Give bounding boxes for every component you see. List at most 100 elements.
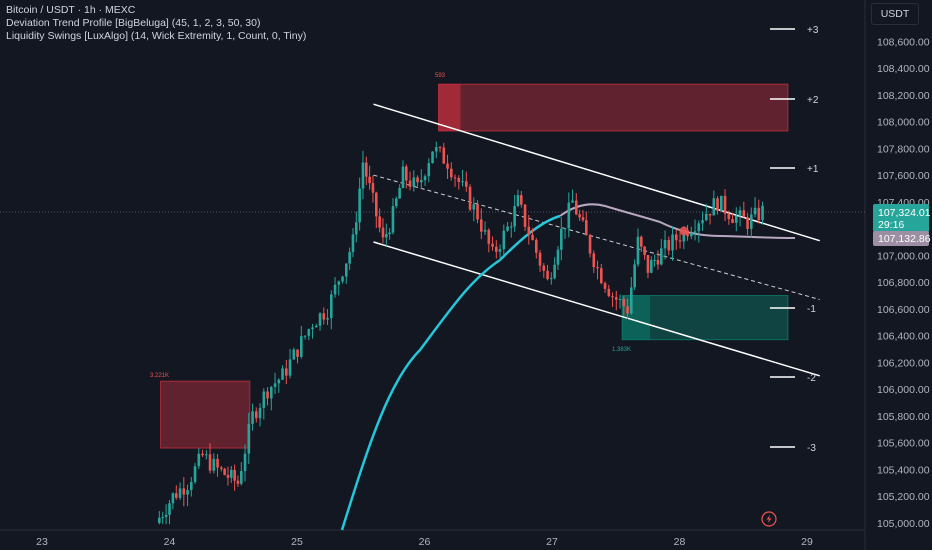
- candle-body-136[interactable]: [650, 260, 653, 273]
- candle-body-154[interactable]: [716, 198, 719, 211]
- candle-body-73[interactable]: [420, 180, 423, 183]
- candle-body-9[interactable]: [190, 481, 193, 490]
- candle-body-61[interactable]: [378, 216, 381, 228]
- candle-body-164[interactable]: [753, 207, 757, 215]
- candle-body-139[interactable]: [660, 248, 663, 265]
- candle-body-123[interactable]: [603, 283, 607, 289]
- candle-body-94[interactable]: [498, 249, 502, 252]
- candle-body-19[interactable]: [226, 474, 230, 478]
- indicator-deviation-trend[interactable]: Deviation Trend Profile [BigBeluga] (45,…: [6, 17, 261, 29]
- candle-body-103[interactable]: [531, 234, 534, 240]
- candle-body-68[interactable]: [401, 166, 405, 188]
- candle-body-2[interactable]: [164, 514, 168, 518]
- candle-body-117[interactable]: [581, 217, 585, 221]
- candle-body-143[interactable]: [675, 234, 678, 241]
- candle-body-98[interactable]: [513, 206, 516, 227]
- candle-body-124[interactable]: [607, 288, 611, 297]
- candle-body-55[interactable]: [358, 188, 361, 223]
- candle-body-165[interactable]: [757, 207, 761, 221]
- candle-body-101[interactable]: [523, 204, 527, 227]
- candle-body-41[interactable]: [307, 329, 311, 336]
- candle-body-69[interactable]: [405, 166, 408, 181]
- candle-body-162[interactable]: [746, 217, 749, 229]
- candle-body-106[interactable]: [542, 265, 546, 271]
- candle-body-153[interactable]: [712, 198, 716, 216]
- candle-body-11[interactable]: [197, 453, 201, 467]
- candle-body-116[interactable]: [578, 214, 581, 218]
- candle-body-58[interactable]: [368, 176, 371, 184]
- candle-body-75[interactable]: [427, 163, 431, 177]
- candle-body-88[interactable]: [476, 204, 479, 220]
- candle-body-70[interactable]: [408, 180, 412, 187]
- candle-body-35[interactable]: [285, 368, 288, 376]
- candle-body-51[interactable]: [345, 263, 348, 277]
- candle-body-77[interactable]: [435, 147, 438, 152]
- candle-body-34[interactable]: [281, 368, 284, 380]
- candle-body-16[interactable]: [216, 458, 219, 468]
- candle-body-3[interactable]: [168, 503, 171, 515]
- candle-body-119[interactable]: [588, 235, 592, 254]
- candle-body-129[interactable]: [626, 306, 629, 314]
- candle-body-158[interactable]: [731, 219, 734, 223]
- lightning-icon[interactable]: [761, 511, 777, 527]
- candle-body-74[interactable]: [423, 176, 427, 181]
- candle-body-118[interactable]: [585, 220, 588, 236]
- candle-body-31[interactable]: [270, 386, 273, 399]
- candle-body-80[interactable]: [446, 163, 449, 169]
- candle-body-1[interactable]: [161, 517, 164, 519]
- candle-body-109[interactable]: [553, 264, 556, 279]
- candle-body-37[interactable]: [292, 349, 296, 360]
- candle-body-54[interactable]: [355, 222, 358, 235]
- candle-body-32[interactable]: [273, 383, 277, 387]
- candle-body-93[interactable]: [495, 246, 498, 252]
- candle-body-82[interactable]: [453, 177, 457, 179]
- candle-body-90[interactable]: [483, 229, 487, 232]
- candle-body-166[interactable]: [761, 205, 764, 221]
- candle-body-63[interactable]: [385, 234, 388, 238]
- candle-body-38[interactable]: [296, 349, 299, 357]
- candle-body-96[interactable]: [506, 226, 509, 231]
- candle-body-0[interactable]: [158, 517, 161, 523]
- candle-body-48[interactable]: [333, 284, 337, 295]
- candle-body-110[interactable]: [556, 249, 560, 265]
- candle-body-145[interactable]: [682, 230, 686, 242]
- candle-body-163[interactable]: [750, 214, 753, 229]
- candle-body-21[interactable]: [233, 469, 236, 481]
- candle-body-132[interactable]: [636, 236, 640, 265]
- candle-body-22[interactable]: [236, 480, 240, 484]
- candle-body-157[interactable]: [727, 213, 731, 220]
- candle-body-12[interactable]: [201, 453, 204, 456]
- candle-body-113[interactable]: [567, 202, 571, 229]
- candle-body-36[interactable]: [288, 359, 292, 376]
- candle-body-95[interactable]: [502, 230, 506, 250]
- candle-body-78[interactable]: [438, 147, 442, 149]
- candle-body-102[interactable]: [527, 226, 531, 235]
- candle-body-126[interactable]: [615, 297, 618, 300]
- candle-body-92[interactable]: [491, 243, 494, 247]
- candle-body-64[interactable]: [388, 232, 391, 235]
- candle-body-24[interactable]: [243, 453, 247, 472]
- candle-body-144[interactable]: [678, 240, 682, 242]
- candle-body-25[interactable]: [247, 423, 251, 454]
- candle-body-83[interactable]: [457, 178, 461, 182]
- candle-body-43[interactable]: [315, 325, 318, 328]
- candle-body-148[interactable]: [693, 231, 697, 233]
- candle-body-67[interactable]: [398, 187, 401, 199]
- candle-body-59[interactable]: [371, 183, 375, 193]
- candle-body-128[interactable]: [622, 299, 626, 307]
- candle-body-125[interactable]: [611, 296, 614, 298]
- candle-body-131[interactable]: [633, 264, 636, 288]
- candle-body-84[interactable]: [461, 181, 464, 183]
- candle-body-57[interactable]: [365, 162, 368, 177]
- candle-body-23[interactable]: [240, 471, 243, 484]
- candle-body-39[interactable]: [300, 336, 303, 357]
- candle-body-8[interactable]: [186, 489, 189, 495]
- candle-body-72[interactable]: [416, 177, 419, 183]
- candle-body-115[interactable]: [575, 200, 578, 215]
- candle-body-10[interactable]: [193, 466, 197, 482]
- candle-body-14[interactable]: [208, 454, 212, 471]
- candle-body-18[interactable]: [223, 468, 226, 475]
- candle-body-111[interactable]: [560, 228, 563, 250]
- candle-body-127[interactable]: [618, 299, 622, 301]
- candle-body-30[interactable]: [266, 391, 269, 399]
